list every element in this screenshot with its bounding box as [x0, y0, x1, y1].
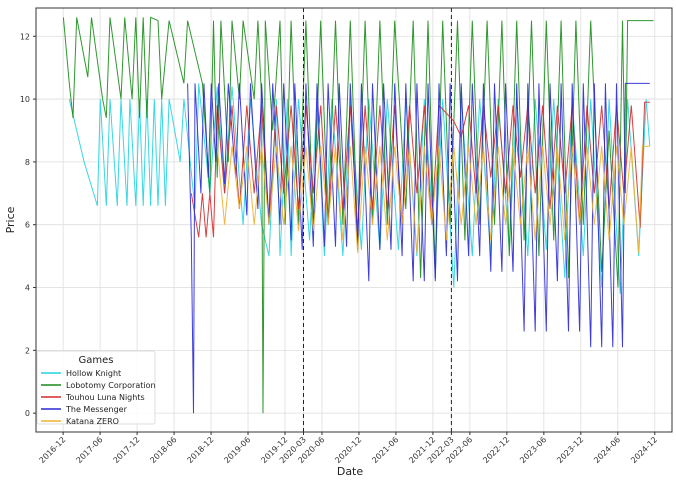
legend-box [36, 350, 156, 425]
x-tick-label: 2016-12 [38, 435, 68, 465]
plot-frame [35, 7, 673, 433]
x-axis-label: Date [337, 465, 364, 478]
legend-item-label: The Messenger [65, 405, 128, 414]
x-tick-label: 2023-06 [518, 435, 548, 465]
x-tick-label: 2024-06 [592, 435, 622, 465]
y-tick-label: 2 [25, 346, 30, 355]
x-tick-label: 2018-12 [185, 435, 215, 465]
series-line-the-messenger [187, 82, 650, 414]
legend-item-label: Touhou Luna Nights [65, 393, 145, 402]
x-axis: 2016-12 2017-06 2017-12 2018-06 2018-12 2019-… [38, 432, 659, 465]
x-tick-label: 2018-06 [148, 435, 178, 465]
x-tick-label: 2017-06 [75, 435, 105, 465]
legend-item-label: Hollow Knight [66, 369, 121, 378]
y-tick-label: 0 [25, 409, 30, 418]
series-line-katana-zero [216, 145, 650, 254]
y-tick-label: 6 [25, 221, 30, 230]
y-tick-label: 8 [25, 158, 30, 167]
y-tick-label: 10 [20, 95, 30, 104]
x-tick-label: 2017-12 [112, 435, 142, 465]
x-tick-label: 2024-12 [629, 435, 659, 465]
x-tick-label: 2019-06 [222, 435, 252, 465]
x-tick-label: 2021-06 [370, 435, 400, 465]
series-line-touhou-luna-nights [190, 101, 650, 238]
legend-item-label: Katana ZERO [66, 417, 119, 426]
y-axis: 0 2 4 6 8 10 12 [20, 32, 36, 418]
y-tick-label: 4 [25, 284, 30, 293]
x-tick-label: 2020-12 [333, 435, 363, 465]
legend: Games Hollow Knight Lobotomy Corporation T… [36, 350, 156, 426]
legend-title: Games [79, 355, 114, 366]
x-tick-label: 2023-12 [555, 435, 585, 465]
y-tick-label: 12 [20, 32, 30, 41]
x-tick-label: 2022-12 [481, 435, 511, 465]
series-lines [62, 16, 654, 414]
event-lines [302, 8, 452, 432]
y-axis-label: Price [4, 206, 17, 233]
legend-item-label: Lobotomy Corporation [66, 381, 156, 390]
